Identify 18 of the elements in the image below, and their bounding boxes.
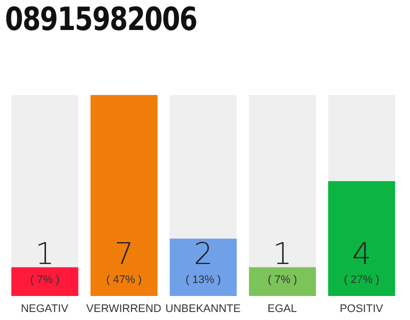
x-tick-label: UNBEKANNTE [165, 302, 241, 315]
data-label: 4 [352, 237, 372, 272]
x-tick-label: NEGATIV [20, 302, 69, 315]
annotation: ( 7% ) [30, 274, 60, 286]
annotation: ( 47% ) [106, 274, 142, 286]
data-label: 2 [194, 237, 213, 272]
data-label: 7 [114, 237, 134, 272]
x-tick-label: VERWIRREND [86, 302, 162, 315]
annotation: ( 13% ) [186, 274, 221, 286]
x-tick-label: POSITIV [340, 302, 384, 315]
data-label: 1 [272, 237, 292, 272]
annotation: ( 27% ) [344, 274, 380, 286]
bar [248, 267, 316, 296]
x-tick-label: EGAL [268, 302, 297, 315]
bar [11, 267, 78, 296]
data-label: 1 [35, 237, 54, 272]
chart-title: 08915982006 [5, 0, 197, 38]
annotation: ( 7% ) [268, 274, 298, 286]
